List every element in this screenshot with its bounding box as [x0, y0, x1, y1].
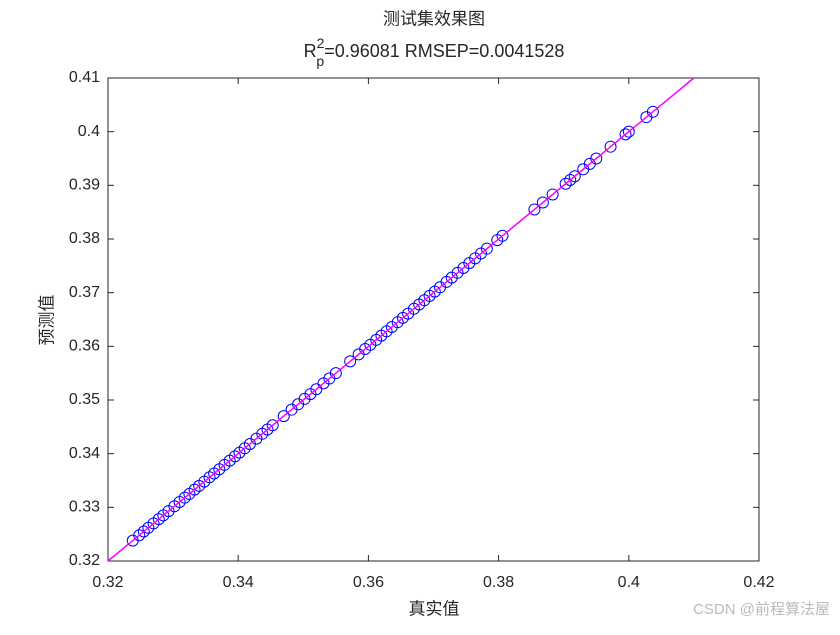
x-tick-label: 0.4 [618, 574, 640, 591]
point [133, 529, 146, 542]
x-axis-label: 真实值 [409, 600, 460, 620]
point [564, 173, 577, 186]
point [646, 105, 659, 118]
y-tick-label: 0.41 [69, 69, 100, 86]
point [277, 410, 290, 423]
y-tick-label: 0.37 [69, 284, 100, 301]
subtitle-sup: 2 [317, 35, 325, 51]
x-tick-label: 0.32 [92, 574, 123, 591]
chart-title: 测试集效果图 [383, 10, 485, 30]
y-axis-label: 预测值 [38, 295, 58, 346]
point [152, 513, 165, 526]
y-tick-label: 0.35 [69, 391, 100, 408]
point [480, 242, 493, 255]
point [590, 152, 603, 165]
point [619, 128, 632, 141]
y-tick-label: 0.34 [69, 445, 100, 462]
x-tick-label: 0.42 [743, 574, 774, 591]
plot-area [107, 77, 760, 562]
chart-subtitle: R2 p=0.96081 RMSEP=0.0041528 [304, 35, 565, 69]
y-tick-label: 0.33 [69, 499, 100, 516]
subtitle-rest: =0.96081 RMSEP=0.0041528 [324, 41, 564, 61]
point [310, 383, 323, 396]
x-tick-label: 0.36 [353, 574, 384, 591]
point [559, 177, 572, 190]
subtitle-base: R [304, 41, 317, 61]
point [188, 483, 201, 496]
point [496, 229, 509, 242]
point [329, 367, 342, 380]
point [203, 471, 216, 484]
subtitle-sub: p [316, 53, 324, 69]
fit-line [107, 77, 695, 562]
point [546, 188, 559, 201]
point [344, 355, 357, 368]
point [266, 419, 279, 432]
x-tick-label: 0.38 [483, 574, 514, 591]
point [536, 196, 549, 209]
point [568, 170, 581, 183]
point [622, 125, 635, 138]
watermark: CSDN @前程算法屋 [693, 600, 830, 618]
point [604, 140, 617, 153]
y-tick-label: 0.36 [69, 338, 100, 355]
y-tick-label: 0.32 [69, 552, 100, 569]
point [178, 491, 191, 504]
point [528, 203, 541, 216]
y-tick-label: 0.39 [69, 177, 100, 194]
point [137, 525, 150, 538]
point [228, 450, 241, 463]
y-tick-label: 0.4 [78, 123, 100, 140]
x-tick-label: 0.34 [223, 574, 254, 591]
y-tick-label: 0.38 [69, 230, 100, 247]
